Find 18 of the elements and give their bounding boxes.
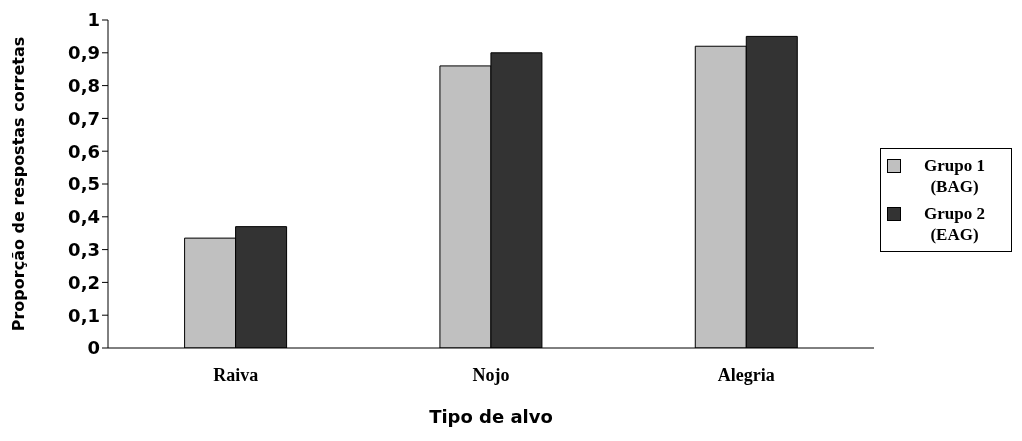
y-tick-label: 0,4: [68, 206, 100, 228]
y-tick-label: 0,7: [68, 107, 100, 129]
y-axis-title: Proporção de respostas corretas: [8, 36, 28, 332]
y-tick-label: 0,6: [68, 140, 100, 162]
x-axis-title: Tipo de alvo: [429, 406, 553, 427]
legend-label: Grupo 2 (EAG): [923, 203, 986, 245]
y-tick-label: 0,2: [68, 271, 100, 293]
x-tick-label: Nojo: [472, 364, 510, 385]
y-tick-label: 1: [87, 9, 100, 31]
y-tick-label: 0,3: [68, 238, 100, 260]
y-tick-label: 0: [87, 337, 100, 359]
x-tick-label: Raiva: [213, 364, 259, 385]
y-tick-label: 0,9: [68, 42, 100, 64]
legend-label: Grupo 1 (BAG): [923, 155, 986, 197]
y-tick-label: 0,1: [68, 304, 100, 326]
y-tick-label: 0,8: [68, 74, 100, 96]
x-tick-label: Alegria: [717, 364, 775, 385]
y-tick-label: 0,5: [68, 173, 100, 195]
